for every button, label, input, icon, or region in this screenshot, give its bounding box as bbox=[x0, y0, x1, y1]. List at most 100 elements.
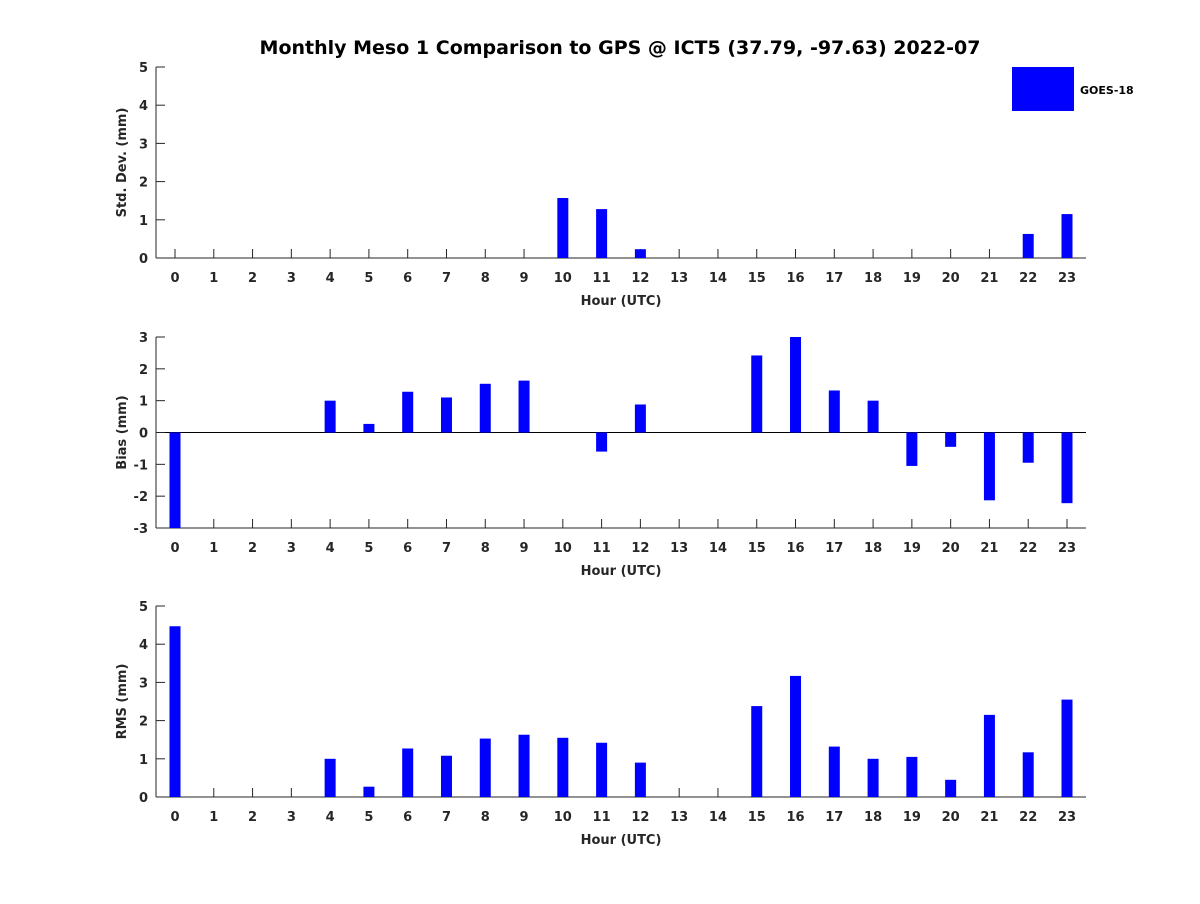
x-tick-label: 17 bbox=[825, 541, 843, 556]
x-tick-label: 19 bbox=[903, 541, 921, 556]
x-tick-label: 2 bbox=[248, 810, 257, 825]
bar-hour-17 bbox=[828, 746, 840, 797]
y-tick-label: -1 bbox=[134, 458, 148, 473]
bar-hour-6 bbox=[402, 391, 414, 433]
x-tick-label: 2 bbox=[248, 271, 257, 286]
x-tick-label: 22 bbox=[1019, 810, 1037, 825]
x-tick-label: 21 bbox=[980, 541, 998, 556]
chart-title: Monthly Meso 1 Comparison to GPS @ ICT5 … bbox=[260, 37, 981, 59]
bar-hour-8 bbox=[479, 738, 491, 797]
bar-hour-5 bbox=[363, 786, 375, 797]
bar-hour-10 bbox=[557, 737, 569, 797]
x-tick-label: 11 bbox=[593, 271, 611, 286]
x-tick-label: 22 bbox=[1019, 271, 1037, 286]
x-tick-label: 19 bbox=[903, 810, 921, 825]
x-tick-label: 14 bbox=[709, 271, 727, 286]
bar-hour-15 bbox=[751, 706, 763, 797]
y-axis-label: Std. Dev. (mm) bbox=[115, 108, 130, 218]
x-tick-label: 16 bbox=[786, 810, 804, 825]
x-tick-label: 19 bbox=[903, 271, 921, 286]
bar-hour-21 bbox=[983, 714, 995, 797]
x-tick-label: 18 bbox=[864, 541, 882, 556]
bar-hour-4 bbox=[324, 400, 336, 433]
x-tick-label: 1 bbox=[209, 810, 218, 825]
bar-hour-20 bbox=[945, 779, 957, 797]
y-tick-label: 0 bbox=[139, 791, 148, 806]
y-tick-label: 2 bbox=[139, 715, 148, 730]
y-tick-label: -3 bbox=[134, 522, 148, 537]
x-tick-label: 13 bbox=[670, 541, 688, 556]
x-tick-label: 16 bbox=[786, 271, 804, 286]
y-tick-label: 0 bbox=[139, 252, 148, 267]
y-tick-label: 3 bbox=[139, 676, 148, 691]
x-tick-label: 20 bbox=[942, 810, 960, 825]
x-tick-label: 14 bbox=[709, 541, 727, 556]
x-tick-label: 8 bbox=[481, 810, 490, 825]
bar-hour-6 bbox=[402, 748, 414, 797]
y-tick-label: 2 bbox=[139, 176, 148, 191]
x-axis-label: Hour (UTC) bbox=[581, 833, 662, 848]
bar-hour-8 bbox=[479, 383, 491, 433]
bar-hour-22 bbox=[1022, 752, 1034, 797]
x-tick-label: 13 bbox=[670, 810, 688, 825]
x-tick-label: 21 bbox=[980, 810, 998, 825]
bar-hour-22 bbox=[1022, 233, 1034, 258]
bar-hour-12 bbox=[634, 404, 646, 433]
bar-hour-23 bbox=[1061, 214, 1073, 258]
x-tick-label: 8 bbox=[481, 541, 490, 556]
x-tick-label: 5 bbox=[364, 271, 373, 286]
bar-hour-20 bbox=[945, 432, 957, 447]
bar-hour-11 bbox=[596, 432, 608, 452]
x-tick-label: 23 bbox=[1058, 271, 1076, 286]
x-tick-label: 1 bbox=[209, 541, 218, 556]
x-tick-label: 12 bbox=[631, 541, 649, 556]
x-tick-label: 8 bbox=[481, 271, 490, 286]
bar-hour-9 bbox=[518, 734, 530, 797]
x-tick-label: 12 bbox=[631, 271, 649, 286]
x-tick-label: 1 bbox=[209, 271, 218, 286]
y-tick-label: 3 bbox=[139, 331, 148, 346]
x-tick-label: 11 bbox=[593, 541, 611, 556]
bar-hour-18 bbox=[867, 400, 879, 433]
x-tick-label: 5 bbox=[364, 810, 373, 825]
x-tick-label: 4 bbox=[326, 810, 335, 825]
y-tick-label: 0 bbox=[139, 427, 148, 442]
y-axis-label: RMS (mm) bbox=[115, 664, 130, 740]
x-axis-label: Hour (UTC) bbox=[581, 294, 662, 309]
y-tick-label: 4 bbox=[139, 99, 148, 114]
bar-hour-0 bbox=[169, 626, 181, 797]
bar-hour-4 bbox=[324, 758, 336, 797]
y-tick-label: 1 bbox=[139, 753, 148, 768]
x-tick-label: 6 bbox=[403, 541, 412, 556]
legend-label: GOES-18 bbox=[1080, 84, 1134, 97]
x-tick-label: 17 bbox=[825, 810, 843, 825]
x-tick-label: 20 bbox=[942, 541, 960, 556]
x-tick-label: 3 bbox=[287, 271, 296, 286]
bar-hour-15 bbox=[751, 355, 763, 433]
legend: GOES-18 bbox=[1012, 67, 1134, 111]
x-tick-label: 9 bbox=[520, 271, 529, 286]
bar-hour-19 bbox=[906, 756, 918, 797]
bar-hour-23 bbox=[1061, 432, 1073, 504]
y-axis-label: Bias (mm) bbox=[115, 395, 130, 469]
bar-hour-16 bbox=[790, 675, 802, 797]
x-tick-label: 9 bbox=[520, 541, 529, 556]
y-tick-label: 5 bbox=[139, 61, 148, 76]
x-tick-label: 22 bbox=[1019, 541, 1037, 556]
x-tick-label: 6 bbox=[403, 271, 412, 286]
x-tick-label: 4 bbox=[326, 541, 335, 556]
y-tick-label: -2 bbox=[134, 490, 148, 505]
x-tick-label: 16 bbox=[786, 541, 804, 556]
y-tick-label: 4 bbox=[139, 638, 148, 653]
bar-hour-12 bbox=[634, 762, 646, 797]
x-tick-label: 18 bbox=[864, 810, 882, 825]
bar-hour-16 bbox=[790, 337, 802, 433]
bar-hour-11 bbox=[596, 209, 608, 258]
x-tick-label: 23 bbox=[1058, 810, 1076, 825]
bar-hour-7 bbox=[440, 755, 452, 797]
